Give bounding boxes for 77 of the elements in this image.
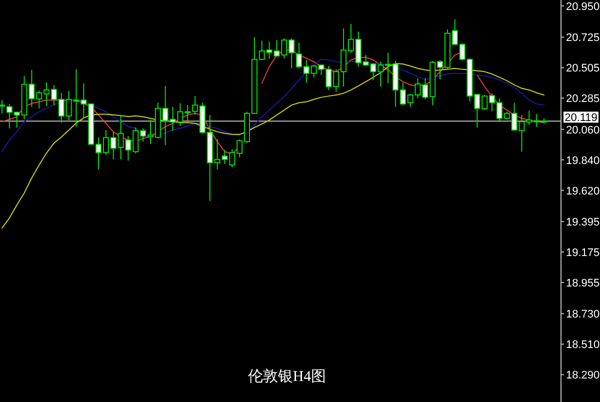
candlestick <box>50 84 57 106</box>
candlestick <box>36 90 42 109</box>
text: 伦敦银H4图 <box>248 368 326 385</box>
candlestick <box>147 120 154 145</box>
candlestick <box>80 82 87 119</box>
candlestick <box>518 114 525 152</box>
candlestick <box>489 92 496 112</box>
candlestick <box>511 102 518 132</box>
candlestick <box>44 82 50 107</box>
candlestick <box>266 41 272 60</box>
ref-line-label: 20.119 <box>564 112 598 124</box>
candlestick <box>125 135 132 162</box>
candlestick <box>459 42 466 62</box>
y-tick-label: 18.510 <box>566 339 600 352</box>
candlestick <box>348 23 354 54</box>
candlestick <box>452 18 458 46</box>
candlestick <box>355 31 362 68</box>
candlestick <box>258 40 265 61</box>
candlestick <box>340 28 347 88</box>
candlestick <box>14 111 20 128</box>
candlestick <box>482 94 488 111</box>
candlestick <box>422 78 428 100</box>
y-tick-label: 20.725 <box>566 32 600 44</box>
candlestick <box>414 78 421 99</box>
candlestick <box>229 148 236 168</box>
candlestick <box>326 65 332 90</box>
candlestick <box>0 99 5 114</box>
y-tick-label: 20.285 <box>566 93 600 106</box>
candlestick <box>437 60 444 80</box>
y-tick-label: 19.395 <box>566 216 600 229</box>
candlestick <box>66 90 72 121</box>
y-tick-label: 18.290 <box>566 370 600 382</box>
y-tick-label: 20.505 <box>566 62 600 75</box>
candlestick <box>534 114 540 128</box>
candlestick <box>526 110 532 126</box>
candlestick <box>274 40 280 58</box>
candlestick <box>58 92 64 124</box>
candlestick <box>385 52 392 84</box>
y-tick-label: 18.955 <box>566 278 600 290</box>
y-tick-label: 20.060 <box>566 124 600 136</box>
candlestick <box>222 149 228 164</box>
y-tick-label: 19.840 <box>566 154 600 167</box>
candlestick <box>362 54 369 66</box>
candlestick <box>288 38 295 69</box>
candlestick <box>184 104 191 122</box>
candlestick <box>110 131 116 160</box>
candlestick <box>407 93 414 108</box>
y-tick-label: 19.620 <box>566 185 600 198</box>
candlestick <box>400 82 406 106</box>
candlestick <box>496 98 502 122</box>
line-series <box>2 62 544 229</box>
candlestick <box>192 96 198 116</box>
candlestick <box>303 60 310 84</box>
candlestick <box>296 42 302 69</box>
y-tick-label: 20.950 <box>566 0 600 13</box>
candlestick <box>333 68 340 92</box>
candlestick <box>318 64 324 76</box>
candlestick <box>140 128 146 142</box>
candlestick <box>236 138 243 158</box>
candlestick <box>73 68 80 128</box>
candlestick <box>170 106 176 132</box>
candlestick <box>474 93 480 128</box>
candlestick <box>132 126 139 154</box>
candlestick <box>96 136 102 170</box>
candlestick <box>310 64 317 78</box>
candlestick <box>102 130 109 156</box>
candlestick <box>162 86 168 146</box>
y-tick-label: 19.175 <box>566 247 600 260</box>
candlestick <box>6 103 12 129</box>
candlestick <box>378 61 384 88</box>
candlestick <box>370 62 376 80</box>
candlestick <box>281 38 288 59</box>
y-tick-label: 18.730 <box>566 308 600 321</box>
candlestick <box>177 102 184 127</box>
candlestick <box>214 138 220 170</box>
candlestick <box>28 70 35 108</box>
candlestick <box>118 115 124 160</box>
